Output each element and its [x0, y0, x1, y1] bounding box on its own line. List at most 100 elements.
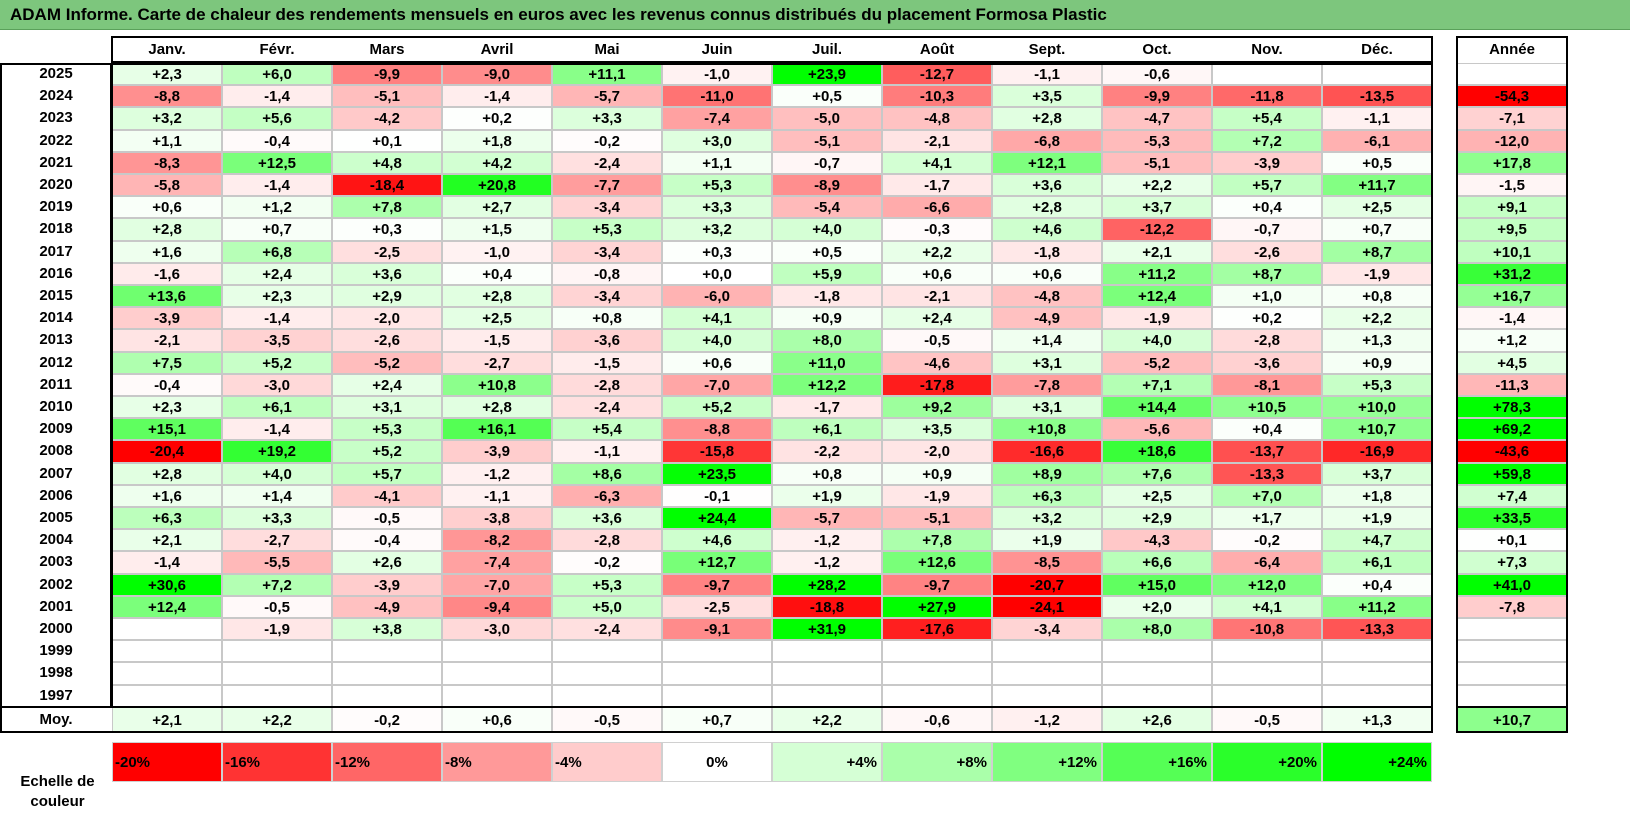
heatmap-cell: -8,9	[772, 174, 882, 197]
heatmap-cell: +7,5	[112, 351, 222, 374]
heatmap-cell: -1,9	[1322, 262, 1432, 285]
heatmap-cell	[552, 640, 662, 663]
heatmap-cell: -3,6	[552, 329, 662, 352]
heatmap-cell: +10,0	[1322, 396, 1432, 419]
heatmap-cell	[222, 640, 332, 663]
year-total-cell: -1,4	[1457, 307, 1567, 330]
heatmap-cell: +10,7	[1322, 418, 1432, 441]
heatmap-cell	[992, 684, 1102, 707]
heatmap-cell: +6,1	[222, 396, 332, 419]
heatmap-cell: -2,5	[662, 595, 772, 618]
heatmap-cell: +11,1	[552, 63, 662, 86]
heatmap-cell: -4,2	[332, 107, 442, 130]
heatmap-cell: -1,6	[112, 262, 222, 285]
heatmap-cell: -10,3	[882, 85, 992, 108]
heatmap-cell: +2,2	[1102, 174, 1212, 197]
heatmap-cell: +1,2	[222, 196, 332, 219]
heatmap-cell: +0,7	[1322, 218, 1432, 241]
heatmap-cell: +11,2	[1322, 595, 1432, 618]
heatmap-cell: +2,8	[112, 218, 222, 241]
heatmap-cell: -7,4	[442, 551, 552, 574]
year-total-cell: +17,8	[1457, 151, 1567, 174]
heatmap-cell	[112, 640, 222, 663]
heatmap-cell: +15,1	[112, 418, 222, 441]
heatmap-cell	[1212, 63, 1322, 86]
average-cell: +0,7	[662, 707, 772, 732]
heatmap-cell: -5,7	[772, 507, 882, 530]
heatmap-cell: +0,9	[772, 307, 882, 330]
heatmap-cell: -1,7	[882, 174, 992, 197]
heatmap-cell: -18,4	[332, 174, 442, 197]
heatmap-cell: +0,5	[1322, 151, 1432, 174]
heatmap-cell: +10,5	[1212, 396, 1322, 419]
heatmap-cell: +12,2	[772, 373, 882, 396]
heatmap-cell: +0,4	[1212, 196, 1322, 219]
heatmap-cell: +5,4	[1212, 107, 1322, 130]
heatmap-cell: +2,3	[222, 285, 332, 308]
heatmap-cell: +16,1	[442, 418, 552, 441]
year-label: 2008	[39, 442, 73, 460]
month-header: Mai	[594, 41, 620, 58]
heatmap-cell: -0,5	[332, 507, 442, 530]
heatmap-cell: +1,3	[1322, 329, 1432, 352]
heatmap-cell: -7,8	[992, 373, 1102, 396]
heatmap-cell	[882, 640, 992, 663]
heatmap-cell: +2,1	[112, 529, 222, 552]
heatmap-cell: +0,4	[442, 262, 552, 285]
year-total-cell	[1457, 684, 1567, 707]
year-label: 2024	[39, 87, 73, 105]
heatmap-cell	[552, 684, 662, 707]
heatmap-cell: +7,2	[1212, 129, 1322, 152]
heatmap-cell: -0,6	[1102, 63, 1212, 86]
heatmap-cell	[1322, 63, 1432, 86]
heatmap-cell: +0,4	[1212, 418, 1322, 441]
heatmap-cell	[552, 662, 662, 685]
heatmap-cell	[112, 684, 222, 707]
heatmap-cell: -0,7	[772, 151, 882, 174]
heatmap-cell	[882, 662, 992, 685]
heatmap-cell: -4,3	[1102, 529, 1212, 552]
heatmap-cell: +3,7	[1322, 462, 1432, 485]
heatmap-cell: +0,8	[772, 462, 882, 485]
heatmap-cell: +1,9	[1322, 507, 1432, 530]
heatmap-cell: +8,7	[1212, 262, 1322, 285]
average-label: Moy.	[39, 711, 73, 728]
year-total-cell: -43,6	[1457, 440, 1567, 463]
heatmap-cell: +0,5	[772, 240, 882, 263]
heatmap-cell	[1212, 684, 1322, 707]
heatmap-cell: -8,2	[442, 529, 552, 552]
heatmap-cell: +5,3	[1322, 373, 1432, 396]
heatmap-cell: -2,5	[332, 240, 442, 263]
average-cell: +2,2	[222, 707, 332, 732]
heatmap-cell: +1,6	[112, 484, 222, 507]
heatmap-cell: -2,8	[1212, 329, 1322, 352]
heatmap-cell: +28,2	[772, 573, 882, 596]
heatmap-cell: +11,2	[1102, 262, 1212, 285]
heatmap-cell: -0,5	[222, 595, 332, 618]
heatmap-cell: -12,2	[1102, 218, 1212, 241]
color-scale-step: +8%	[882, 742, 992, 782]
year-total-cell: +0,1	[1457, 529, 1567, 552]
heatmap-cell: -2,6	[1212, 240, 1322, 263]
heatmap-cell: +5,3	[552, 218, 662, 241]
heatmap-cell: -1,1	[992, 63, 1102, 86]
heatmap-cell: +0,7	[222, 218, 332, 241]
average-cell: +0,6	[442, 707, 552, 732]
heatmap-cell: +13,6	[112, 285, 222, 308]
heatmap-cell: +3,2	[992, 507, 1102, 530]
heatmap-cell: +3,3	[222, 507, 332, 530]
average-cell: +2,6	[1102, 707, 1212, 732]
heatmap-cell: -10,8	[1212, 618, 1322, 641]
color-scale-step: -16%	[222, 742, 332, 782]
heatmap-cell: -8,8	[112, 85, 222, 108]
heatmap-cell: -3,4	[552, 285, 662, 308]
heatmap-cell: -2,2	[772, 440, 882, 463]
average-cell: -0,5	[1212, 707, 1322, 732]
heatmap-cell: -0,4	[112, 373, 222, 396]
year-label: 2016	[39, 264, 73, 282]
heatmap-cell: -1,1	[1322, 107, 1432, 130]
heatmap-cell: +1,9	[992, 529, 1102, 552]
heatmap-cell	[1322, 662, 1432, 685]
heatmap-cell: -4,8	[882, 107, 992, 130]
heatmap-cell: +18,6	[1102, 440, 1212, 463]
